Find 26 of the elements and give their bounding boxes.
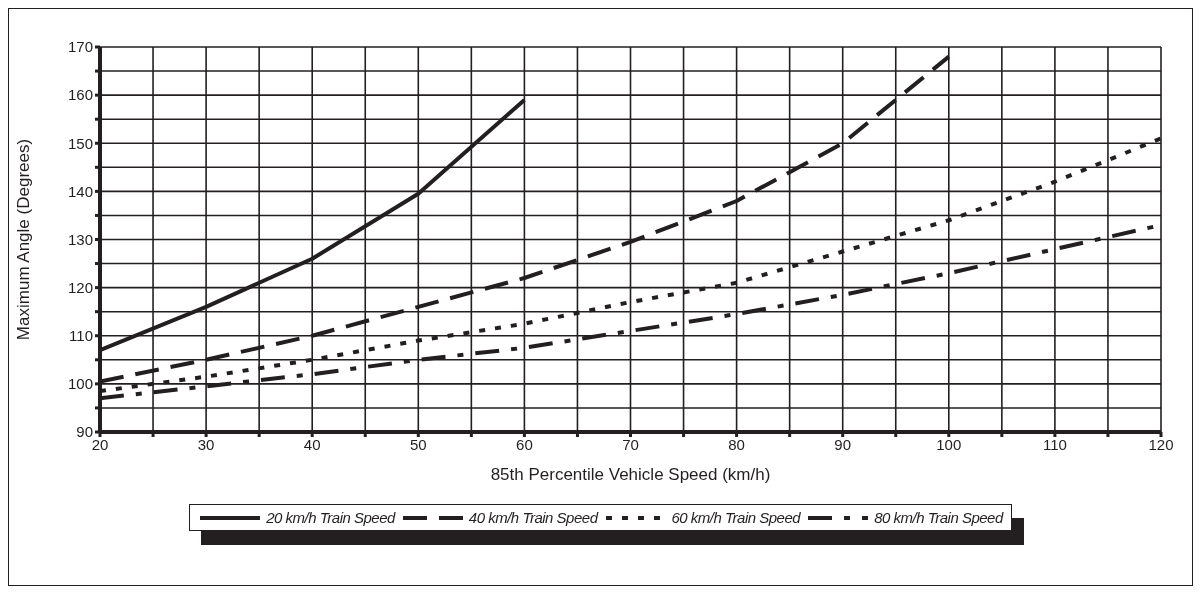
x-tick-label: 90	[834, 435, 852, 453]
y-tick-label: 100	[67, 375, 93, 393]
x-tick-label: 70	[622, 435, 639, 453]
y-tick-label: 160	[67, 86, 93, 104]
y-tick-label: 90	[76, 423, 93, 441]
x-tick-label: 60	[516, 435, 533, 453]
x-tick-label: 80	[728, 435, 745, 453]
x-tick-label: 20	[91, 435, 109, 453]
x-tick-label: 100	[936, 435, 962, 453]
y-tick-label: 140	[67, 182, 93, 200]
legend-label: 20 km/h Train Speed	[266, 509, 395, 526]
y-axis-title: Maximum Angle (Degrees)	[14, 138, 34, 341]
y-tick-label: 110	[69, 327, 93, 345]
x-tick-label: 110	[1042, 435, 1067, 453]
y-tick-label: 120	[67, 278, 93, 296]
y-tick-label: 170	[67, 38, 93, 56]
x-axis-title: 85th Percentile Vehicle Speed (km/h)	[490, 465, 771, 484]
x-tick-label: 120	[1148, 435, 1174, 453]
y-tick-label: 150	[67, 134, 93, 152]
y-tick-label: 130	[67, 230, 93, 248]
legend-label: 60 km/h Train Speed	[671, 509, 801, 526]
legend-label: 40 km/h Train Speed	[468, 509, 598, 526]
x-tick-label: 30	[197, 435, 215, 453]
x-tick-label: 50	[409, 435, 427, 453]
x-tick-label: 40	[303, 435, 321, 453]
legend-label: 80 km/h Train Speed	[874, 509, 1003, 526]
